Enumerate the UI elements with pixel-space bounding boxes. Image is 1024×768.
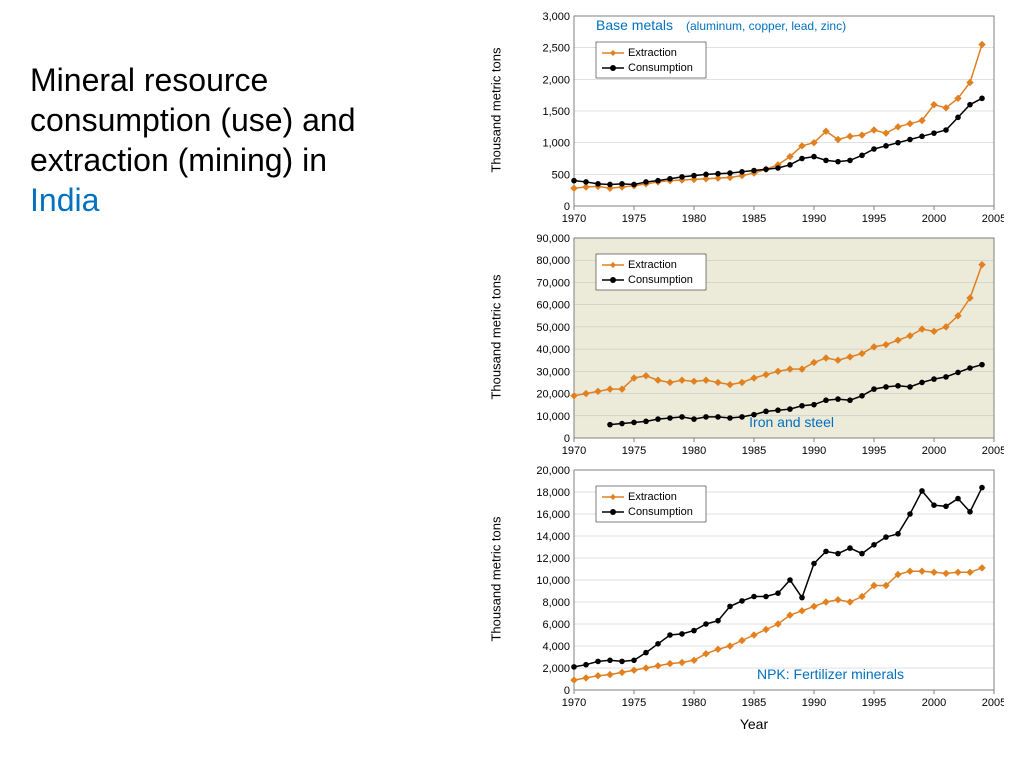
svg-text:1985: 1985: [742, 213, 766, 225]
svg-text:4,000: 4,000: [542, 641, 570, 653]
svg-text:1995: 1995: [862, 213, 886, 225]
svg-text:500: 500: [552, 169, 570, 181]
title-highlight: India: [30, 182, 99, 218]
x-axis-label: Year: [504, 716, 1004, 732]
page-title: Mineral resource consumption (use) and e…: [30, 60, 470, 220]
svg-text:1975: 1975: [622, 697, 646, 709]
svg-text:18,000: 18,000: [536, 487, 570, 499]
svg-text:1990: 1990: [802, 213, 826, 225]
svg-text:8,000: 8,000: [542, 597, 570, 609]
svg-text:2000: 2000: [922, 697, 946, 709]
svg-text:70,000: 70,000: [536, 277, 570, 289]
svg-text:16,000: 16,000: [536, 509, 570, 521]
svg-text:1985: 1985: [742, 697, 766, 709]
chart-npk: 0 2,000 4,000 6,000 8,000 10,000 12,000 14,000 1…: [504, 464, 1004, 714]
svg-text:80,000: 80,000: [536, 255, 570, 267]
svg-text:2,500: 2,500: [542, 43, 570, 55]
svg-text:1980: 1980: [682, 697, 706, 709]
svg-text:2000: 2000: [922, 213, 946, 225]
svg-text:1980: 1980: [682, 213, 706, 225]
y-axis-label: Thousand metric tons: [489, 274, 504, 399]
y-axis-label: Thousand metric tons: [489, 47, 504, 172]
y-axis-label: Thousand metric tons: [489, 516, 504, 641]
svg-text:2,000: 2,000: [542, 74, 570, 86]
svg-text:14,000: 14,000: [536, 531, 570, 543]
svg-text:0: 0: [564, 201, 570, 213]
svg-text:1990: 1990: [802, 445, 826, 457]
charts-column: 0 500 1,000 1,500 2,000 2,500 3,000 1970 1975 198…: [504, 10, 1004, 732]
svg-text:1980: 1980: [682, 445, 706, 457]
svg-text:1995: 1995: [862, 445, 886, 457]
title-line: extraction (mining) in: [30, 142, 327, 178]
svg-text:1975: 1975: [622, 445, 646, 457]
svg-text:1975: 1975: [622, 213, 646, 225]
svg-text:30,000: 30,000: [536, 366, 570, 378]
svg-text:Consumption: Consumption: [628, 506, 693, 518]
svg-text:2,000: 2,000: [542, 663, 570, 675]
svg-text:0: 0: [564, 685, 570, 697]
svg-text:Extraction: Extraction: [628, 47, 677, 59]
svg-text:1,000: 1,000: [542, 138, 570, 150]
svg-text:90,000: 90,000: [536, 233, 570, 245]
svg-text:10,000: 10,000: [536, 575, 570, 587]
svg-text:50,000: 50,000: [536, 322, 570, 334]
title-line: Mineral resource: [30, 62, 268, 98]
svg-text:20,000: 20,000: [536, 389, 570, 401]
svg-text:Extraction: Extraction: [628, 259, 677, 271]
chart-iron-steel: 0 10,000 20,000 30,000 40,000 50,000 60,000 70,…: [504, 232, 1004, 462]
svg-text:Base metals: Base metals: [596, 17, 673, 33]
svg-text:2000: 2000: [922, 445, 946, 457]
svg-text:2005: 2005: [982, 445, 1004, 457]
svg-text:3,000: 3,000: [542, 11, 570, 23]
svg-text:2005: 2005: [982, 697, 1004, 709]
svg-text:Extraction: Extraction: [628, 491, 677, 503]
svg-text:1970: 1970: [562, 697, 586, 709]
svg-text:20,000: 20,000: [536, 465, 570, 477]
svg-text:1970: 1970: [562, 213, 586, 225]
svg-text:1970: 1970: [562, 445, 586, 457]
svg-text:6,000: 6,000: [542, 619, 570, 631]
svg-text:40,000: 40,000: [536, 344, 570, 356]
svg-text:10,000: 10,000: [536, 411, 570, 423]
svg-text:12,000: 12,000: [536, 553, 570, 565]
svg-text:1,500: 1,500: [542, 106, 570, 118]
svg-text:0: 0: [564, 433, 570, 445]
svg-text:60,000: 60,000: [536, 300, 570, 312]
chart-base-metals: 0 500 1,000 1,500 2,000 2,500 3,000 1970 1975 198…: [504, 10, 1004, 230]
svg-text:1995: 1995: [862, 697, 886, 709]
svg-text:NPK: Fertilizer minerals: NPK: Fertilizer minerals: [757, 666, 904, 682]
svg-text:Consumption: Consumption: [628, 62, 693, 74]
title-line: consumption (use) and: [30, 102, 356, 138]
svg-text:Iron and steel: Iron and steel: [749, 414, 834, 430]
svg-text:Consumption: Consumption: [628, 274, 693, 286]
svg-text:1985: 1985: [742, 445, 766, 457]
svg-text:(aluminum, copper, lead, zinc): (aluminum, copper, lead, zinc): [686, 19, 846, 33]
svg-text:1990: 1990: [802, 697, 826, 709]
svg-text:2005: 2005: [982, 213, 1004, 225]
